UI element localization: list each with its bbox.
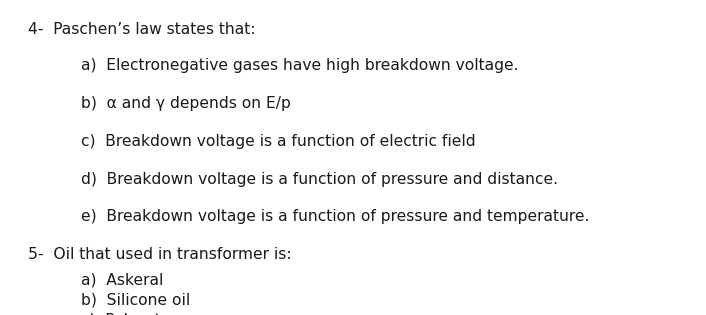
Text: e)  Breakdown voltage is a function of pressure and temperature.: e) Breakdown voltage is a function of pr… <box>81 209 590 225</box>
Text: d)  Breakdown voltage is a function of pressure and distance.: d) Breakdown voltage is a function of pr… <box>81 172 558 187</box>
Text: a)  Electronegative gases have high breakdown voltage.: a) Electronegative gases have high break… <box>81 58 519 73</box>
Text: 4-  Paschen’s law states that:: 4- Paschen’s law states that: <box>28 22 256 37</box>
Text: c)  Breakdown voltage is a function of electric field: c) Breakdown voltage is a function of el… <box>81 134 476 149</box>
Text: b)  Silicone oil: b) Silicone oil <box>81 293 191 308</box>
Text: 5-  Oil that used in transformer is:: 5- Oil that used in transformer is: <box>28 247 292 262</box>
Text: b)  α and γ depends on E/p: b) α and γ depends on E/p <box>81 96 291 111</box>
Text: c)  Polyester: c) Polyester <box>81 313 177 315</box>
Text: a)  Askeral: a) Askeral <box>81 272 164 288</box>
